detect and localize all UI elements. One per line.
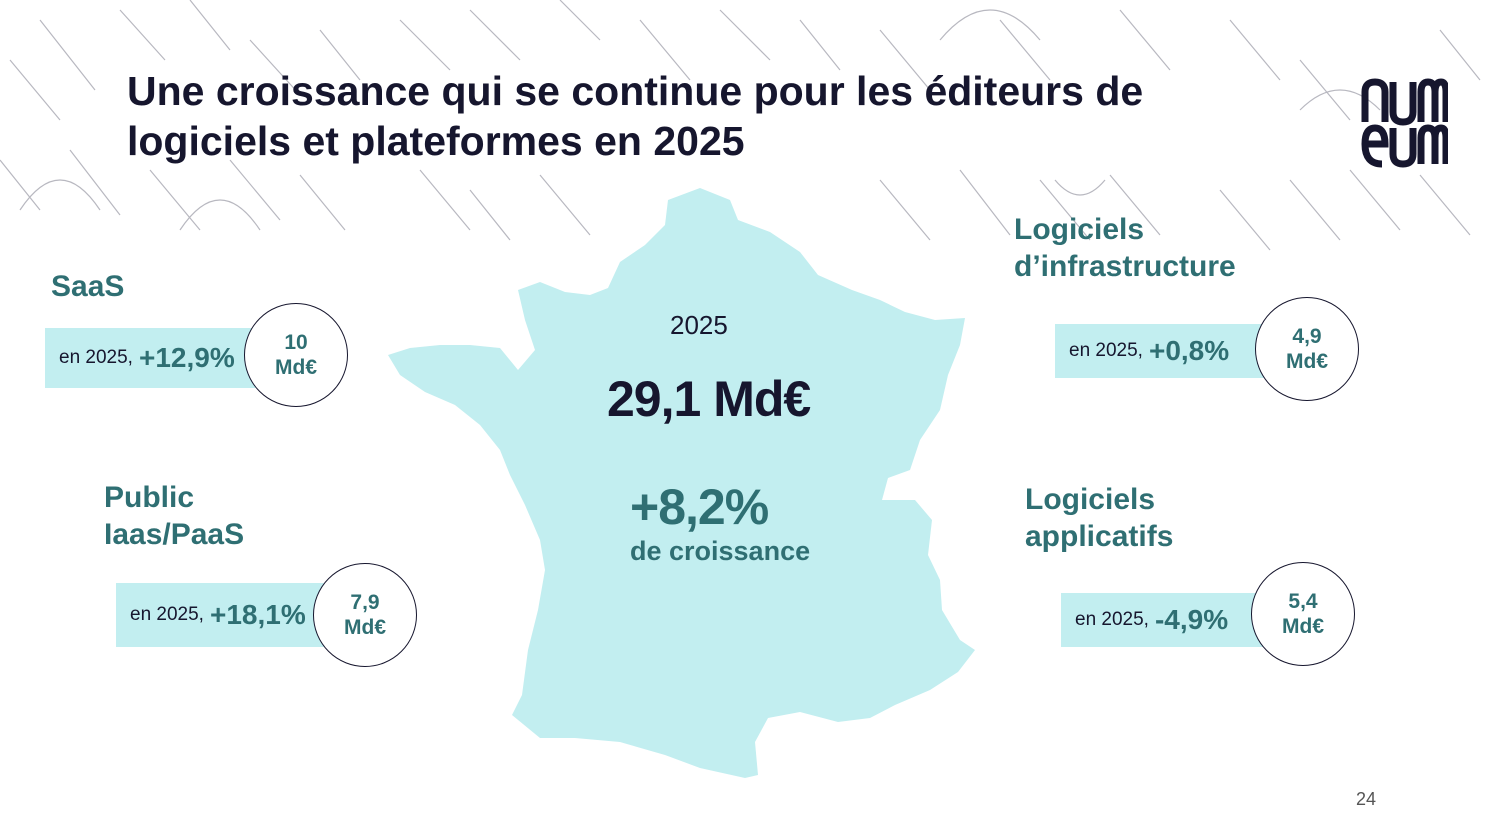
center-growth-value: +8,2% [630, 479, 769, 535]
apps-title-line2: applicatifs [1025, 520, 1174, 553]
apps-amount-unit: Md€ [1282, 615, 1324, 638]
page-title: Une croissance qui se continue pour les … [127, 66, 1247, 166]
france-map [388, 188, 975, 778]
infra-growth-prefix: en 2025, [1069, 340, 1143, 361]
apps-title-line1: Logiciels [1025, 483, 1156, 516]
saas-amount-circle: 10 Md€ [244, 303, 348, 407]
numeum-logo-icon [1361, 78, 1448, 168]
center-growth-label: de croissance [630, 536, 811, 566]
iaas-title: Public Iaas/PaaS [104, 479, 244, 553]
infra-amount-unit: Md€ [1286, 350, 1328, 373]
infra-growth-value: +0,8% [1148, 335, 1230, 366]
saas-title-text: SaaS [51, 270, 125, 303]
saas-growth-band: en 2025, +12,9% [45, 328, 265, 388]
apps-title: Logiciels applicatifs [1025, 481, 1173, 555]
page-title-line2: logiciels et plateformes en 2025 [127, 118, 745, 164]
infra-title: Logiciels d’infrastructure [1014, 211, 1236, 285]
apps-amount-circle: 5,4 Md€ [1251, 562, 1355, 666]
iaas-title-line2: Iaas/PaaS [104, 518, 245, 551]
infra-title-line2: d’infrastructure [1014, 250, 1236, 283]
apps-amount-value: 5,4 [1288, 590, 1318, 613]
saas-amount-value: 10 [284, 331, 308, 354]
page-title-line1: Une croissance qui se continue pour les … [127, 68, 1144, 114]
apps-growth-band: en 2025, -4,9% [1061, 593, 1276, 647]
iaas-growth-prefix: en 2025, [130, 604, 204, 625]
saas-title: SaaS [51, 268, 124, 305]
page-number: 24 [1356, 789, 1377, 809]
iaas-amount-value: 7,9 [350, 591, 380, 614]
saas-growth-value: +12,9% [138, 342, 235, 373]
saas-amount-unit: Md€ [275, 356, 317, 379]
saas-growth-prefix: en 2025, [59, 347, 133, 368]
infra-amount-circle: 4,9 Md€ [1255, 297, 1359, 401]
infra-title-line1: Logiciels [1014, 213, 1145, 246]
france-mainland-shape [388, 188, 975, 778]
iaas-growth-band: en 2025, +18,1% [116, 583, 336, 647]
center-total-value: 29,1 Md€ [607, 371, 811, 427]
background-pattern [0, 0, 1481, 251]
iaas-growth-value: +18,1% [209, 599, 306, 630]
infra-growth-band: en 2025, +0,8% [1055, 324, 1275, 378]
iaas-amount-unit: Md€ [344, 616, 386, 639]
apps-growth-prefix: en 2025, [1075, 609, 1149, 630]
apps-growth-value: -4,9% [1154, 604, 1229, 635]
iaas-amount-circle: 7,9 Md€ [313, 563, 417, 667]
center-year: 2025 [670, 310, 728, 340]
iaas-title-line1: Public [104, 481, 195, 514]
infra-amount-value: 4,9 [1292, 325, 1322, 348]
